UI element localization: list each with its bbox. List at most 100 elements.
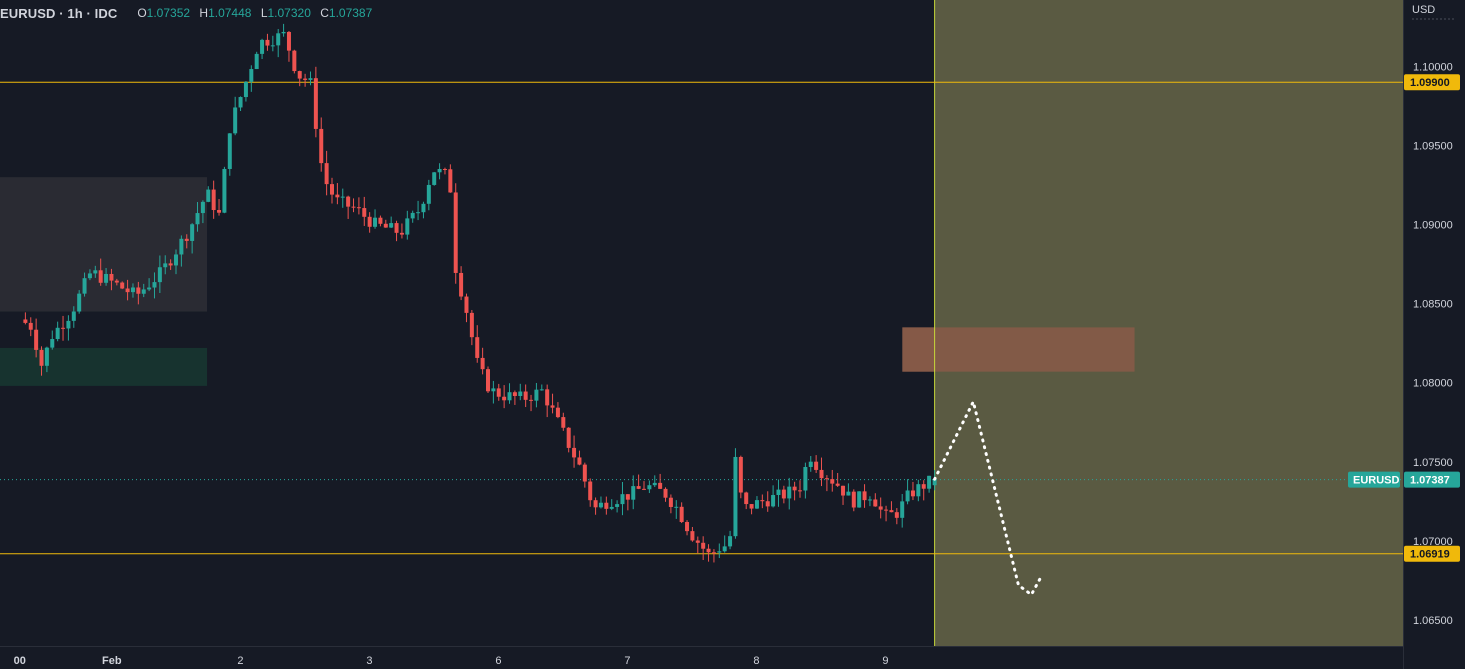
candle-down bbox=[830, 479, 835, 484]
candle-down bbox=[604, 502, 609, 509]
candle-up bbox=[808, 461, 813, 467]
candle-down bbox=[475, 337, 480, 358]
teal-zone bbox=[0, 347, 208, 386]
candle-down bbox=[34, 329, 39, 350]
candle-down bbox=[711, 552, 716, 554]
candle-up bbox=[900, 501, 905, 518]
price-axis[interactable]: USD 1.10000 1.09500 1.09000 1.08500 1.08000 1.… bbox=[1348, 0, 1465, 669]
candle-down bbox=[211, 189, 216, 211]
symbol-tag[interactable] bbox=[1348, 471, 1400, 488]
current-price-tag[interactable] bbox=[1404, 471, 1460, 488]
y-tick-label: 1.07500 bbox=[1413, 457, 1453, 469]
candle-up bbox=[71, 311, 76, 321]
candle-down bbox=[61, 327, 66, 329]
candle-up bbox=[631, 486, 636, 500]
candle-down bbox=[356, 207, 361, 209]
candle-up bbox=[857, 491, 862, 508]
x-tick-label: Feb bbox=[102, 655, 122, 667]
level-tag[interactable] bbox=[1404, 545, 1460, 562]
title-separator: · bbox=[86, 5, 91, 21]
candle-up bbox=[270, 45, 275, 47]
candle-down bbox=[593, 500, 598, 508]
candle-down bbox=[706, 548, 711, 553]
candle-down bbox=[292, 50, 297, 72]
candle-down bbox=[485, 369, 490, 392]
level-tag[interactable] bbox=[1404, 74, 1460, 91]
candle-up bbox=[77, 293, 82, 312]
candle-down bbox=[351, 206, 356, 208]
candle-up bbox=[615, 504, 620, 507]
candle-down bbox=[577, 457, 582, 465]
candle-up bbox=[507, 392, 512, 401]
candle-up bbox=[104, 273, 109, 283]
candle-up bbox=[421, 203, 426, 213]
candle-up bbox=[44, 347, 49, 366]
candle-up bbox=[254, 53, 259, 70]
candle-down bbox=[168, 263, 173, 266]
candle-down bbox=[184, 238, 189, 241]
candle-down bbox=[367, 216, 372, 227]
candle-down bbox=[819, 469, 824, 479]
candle-down bbox=[690, 531, 695, 541]
candle-down bbox=[453, 192, 458, 273]
candle-up bbox=[754, 500, 759, 509]
candle-down bbox=[303, 78, 308, 80]
close-value: 1.07387 bbox=[328, 6, 373, 20]
candle-up bbox=[652, 482, 657, 486]
candle-up bbox=[243, 81, 248, 98]
candle-down bbox=[663, 488, 668, 498]
x-tick-label: 8 bbox=[753, 655, 759, 667]
interval-label: 1h bbox=[67, 5, 83, 21]
candle-up bbox=[867, 499, 872, 501]
x-tick-label: 2 bbox=[237, 655, 243, 667]
candle-down bbox=[480, 357, 485, 370]
candle-down bbox=[399, 232, 404, 235]
candle-up bbox=[518, 391, 523, 396]
candle-down bbox=[744, 492, 749, 505]
chart-header: EURUSD · 1h · IDC O1.07352 H1.07448 L1.0… bbox=[0, 4, 372, 22]
candle-down bbox=[781, 489, 786, 499]
candle-up bbox=[916, 484, 921, 497]
candle-down bbox=[217, 210, 222, 213]
candle-down bbox=[824, 478, 829, 480]
candle-up bbox=[238, 97, 243, 108]
candle-down bbox=[668, 497, 673, 507]
candle-down bbox=[889, 510, 894, 513]
candle-down bbox=[23, 319, 28, 323]
level-tag-label: 1.06919 bbox=[1410, 549, 1450, 561]
level-tag-label: 1.09900 bbox=[1410, 77, 1450, 89]
candle-down bbox=[529, 399, 534, 401]
candle-up bbox=[55, 327, 60, 340]
candle-down bbox=[523, 391, 528, 400]
x-tick-label: 3 bbox=[366, 655, 372, 667]
overlay-layer bbox=[933, 397, 1044, 597]
candle-down bbox=[749, 504, 754, 509]
candle-down bbox=[738, 456, 743, 493]
candle-up bbox=[846, 491, 851, 496]
candle-up bbox=[771, 495, 776, 507]
forecast-path[interactable] bbox=[933, 397, 1044, 597]
candle-down bbox=[679, 506, 684, 523]
candle-down bbox=[550, 405, 555, 408]
symbol-title[interactable]: EURUSD · 1h · IDC bbox=[0, 6, 117, 21]
candle-up bbox=[206, 189, 211, 202]
x-tick-label: 9 bbox=[882, 655, 888, 667]
candle-up bbox=[163, 263, 168, 268]
symbol-name: EURUSD bbox=[0, 5, 56, 21]
candle-down bbox=[658, 482, 663, 489]
candle-up bbox=[491, 388, 496, 392]
time-axis[interactable]: 00 Feb 2 3 6 7 8 9 bbox=[0, 646, 1403, 669]
ohlc-legend: O1.07352 H1.07448 L1.07320 C1.07387 bbox=[131, 6, 372, 20]
candle-up bbox=[787, 486, 792, 499]
candle-down bbox=[636, 486, 641, 489]
candle-up bbox=[598, 502, 603, 508]
candle-up bbox=[82, 278, 87, 294]
candle-down bbox=[329, 184, 334, 195]
candle-down bbox=[442, 168, 447, 170]
candle-up bbox=[539, 389, 544, 391]
candle-down bbox=[109, 273, 114, 281]
price-axis-bg bbox=[1403, 0, 1465, 669]
candle-down bbox=[685, 522, 690, 532]
candle-up bbox=[803, 466, 808, 491]
